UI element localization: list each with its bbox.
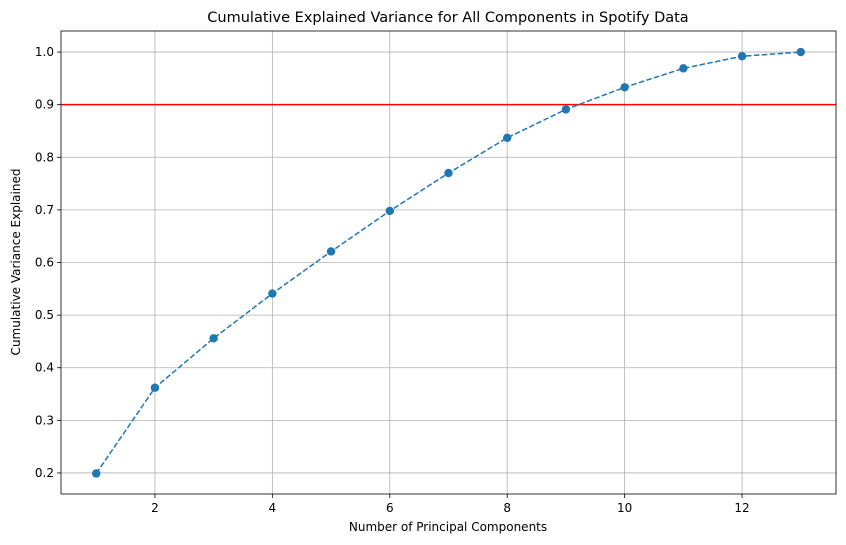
y-tick-label: 0.6 <box>35 256 54 270</box>
x-tick-label: 10 <box>617 501 632 515</box>
data-point <box>737 52 747 61</box>
x-tick-label: 4 <box>269 501 277 515</box>
y-tick-label: 0.7 <box>35 203 54 217</box>
data-point <box>268 289 277 298</box>
y-tick-label: 0.5 <box>35 308 54 322</box>
series-group <box>92 47 805 478</box>
y-tick-label: 0.8 <box>35 150 54 164</box>
data-point <box>444 168 453 178</box>
y-tick-label: 0.9 <box>35 98 54 112</box>
data-point <box>679 64 688 73</box>
data-point <box>92 469 101 478</box>
data-point <box>209 334 218 343</box>
data-point <box>326 247 336 256</box>
x-tick-label: 6 <box>386 501 394 515</box>
y-tick-label: 0.3 <box>35 413 54 427</box>
y-tick-label: 0.4 <box>35 361 54 375</box>
data-point <box>561 105 571 114</box>
data-point <box>796 47 805 57</box>
y-tick-label: 0.2 <box>35 466 54 480</box>
grid <box>61 31 836 494</box>
chart-title: Cumulative Explained Variance for All Co… <box>207 10 688 26</box>
x-tick-label: 8 <box>503 501 511 515</box>
x-tick-label: 2 <box>151 501 159 515</box>
x-axis-label: Number of Principal Components <box>349 520 547 534</box>
data-point <box>620 83 629 92</box>
x-tick-label: 12 <box>734 501 749 515</box>
data-point <box>385 206 394 216</box>
ticks: 2 4 6 8 10 12 0.2 0.3 0.4 0.5 0.6 0.7 0.8 0.9 1.0 <box>35 45 750 515</box>
data-point <box>503 133 512 143</box>
y-axis-label: Cumulative Variance Explained <box>9 169 23 356</box>
data-point <box>150 383 160 392</box>
y-tick-label: 1.0 <box>35 45 54 59</box>
